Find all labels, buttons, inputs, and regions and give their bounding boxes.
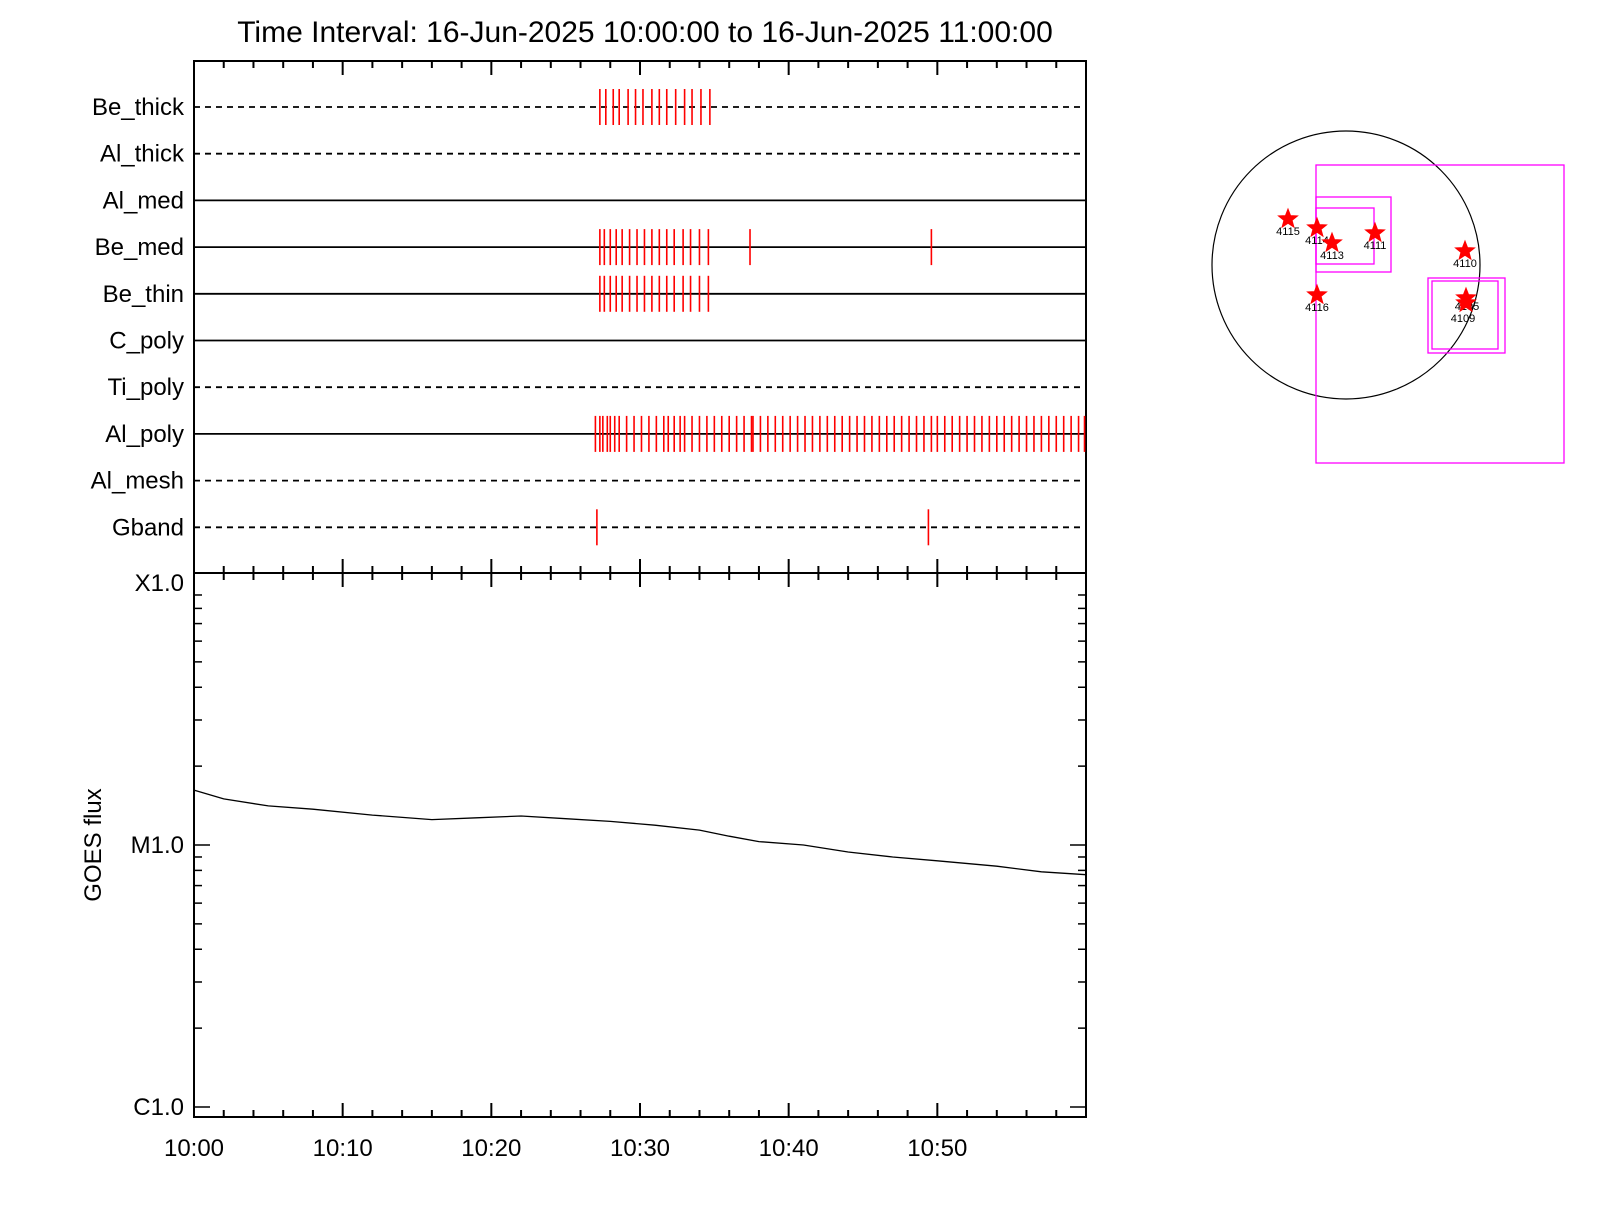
row-label-gband: Gband bbox=[112, 514, 184, 541]
solar-limb bbox=[1211, 130, 1481, 400]
x-tick-label: 10:10 bbox=[313, 1135, 373, 1162]
x-tick-label: 10:30 bbox=[610, 1135, 670, 1162]
region-star bbox=[1364, 221, 1386, 243]
row-label-be_thin: Be_thin bbox=[103, 281, 184, 308]
region-label: 4113 bbox=[1320, 250, 1344, 262]
row-label-al_poly: Al_poly bbox=[105, 421, 184, 448]
event-timeline-panel: Be_thick Al_thick Al_med Be_med Be_thin C_pol… bbox=[91, 60, 1087, 574]
region-star bbox=[1306, 283, 1328, 305]
goes-flux-panel: X1.0 M1.0 C1.0 10:00 10:10 10:20 10:30 10:40 10:… bbox=[80, 570, 1087, 1162]
x-tick-label: 10:20 bbox=[461, 1135, 521, 1162]
goes-y-tick-label: C1.0 bbox=[133, 1094, 184, 1121]
row-label-al_med: Al_med bbox=[103, 187, 184, 214]
row-label-ti_poly: Ti_poly bbox=[108, 374, 184, 401]
region-label: 4116 bbox=[1305, 302, 1329, 314]
region-label: 4111 bbox=[1364, 240, 1387, 252]
region-label: 4109 bbox=[1451, 313, 1475, 325]
region-star bbox=[1306, 216, 1328, 238]
region-label: 4115 bbox=[1276, 226, 1300, 238]
fov-box bbox=[1315, 164, 1565, 464]
goes-flux-line bbox=[193, 789, 1087, 876]
chart-title: Time Interval: 16-Jun-2025 10:00:00 to 1… bbox=[237, 16, 1053, 49]
goes-y-tick-label: M1.0 bbox=[131, 832, 184, 859]
row-label-c_poly: C_poly bbox=[109, 328, 184, 355]
region-star bbox=[1277, 207, 1299, 229]
row-label-be_med: Be_med bbox=[95, 234, 184, 261]
row-label-al_thick: Al_thick bbox=[100, 141, 185, 168]
row-label-al_mesh: Al_mesh bbox=[91, 468, 184, 495]
solar-disk-map: 41154114411341114110411641054109 bbox=[1211, 130, 1565, 464]
region-star bbox=[1455, 291, 1477, 313]
x-tick-label: 10:00 bbox=[164, 1135, 224, 1162]
region-star bbox=[1321, 231, 1343, 253]
region-star bbox=[1454, 239, 1476, 261]
x-tick-label: 10:40 bbox=[759, 1135, 819, 1162]
fov-box bbox=[1431, 280, 1499, 350]
y-axis-label: GOES flux bbox=[80, 788, 107, 901]
timeline-frame bbox=[193, 60, 1087, 574]
goes-frame bbox=[193, 572, 1087, 1118]
x-tick-label: 10:50 bbox=[907, 1135, 967, 1162]
row-label-be_thick: Be_thick bbox=[92, 94, 185, 121]
region-label: 4110 bbox=[1453, 258, 1477, 270]
goes-y-tick-label: X1.0 bbox=[135, 570, 184, 597]
fov-box bbox=[1427, 277, 1506, 354]
region-label: 4114 bbox=[1305, 235, 1329, 247]
